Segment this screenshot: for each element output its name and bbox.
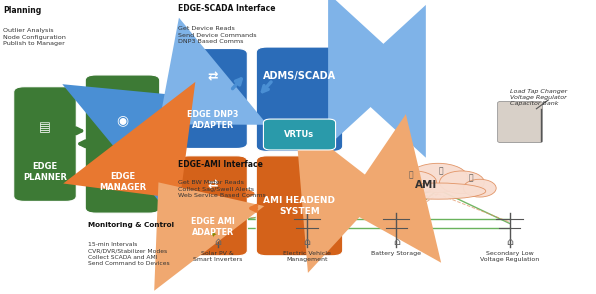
Text: Get BW Meter Reads
Collect Sag/Swell Alerts
Web Service Based Comms: Get BW Meter Reads Collect Sag/Swell Ale… bbox=[178, 180, 265, 198]
Text: Solar PV &
Smart Inverters: Solar PV & Smart Inverters bbox=[193, 251, 242, 262]
Text: ⌚: ⌚ bbox=[468, 173, 473, 182]
Text: ◉: ◉ bbox=[116, 113, 129, 127]
Text: EDGE
MANAGER: EDGE MANAGER bbox=[99, 172, 146, 192]
Text: ⇄: ⇄ bbox=[208, 71, 218, 84]
Text: ▤: ▤ bbox=[39, 121, 51, 134]
Text: Planning: Planning bbox=[3, 6, 41, 15]
Text: Load Tap Changer
Voltage Regulator
Capacitor Bank: Load Tap Changer Voltage Regulator Capac… bbox=[510, 89, 567, 106]
Text: ⌚: ⌚ bbox=[439, 166, 443, 175]
Text: Outlier Analysis
Node Configuration
Publish to Manager: Outlier Analysis Node Configuration Publ… bbox=[3, 28, 66, 46]
FancyBboxPatch shape bbox=[14, 87, 76, 201]
Text: 15-min Intervals
CVR/DVR/Stabilizer Modes
Collect SCADA and AMI
Send Command to : 15-min Intervals CVR/DVR/Stabilizer Mode… bbox=[88, 242, 170, 266]
FancyBboxPatch shape bbox=[256, 156, 343, 256]
Ellipse shape bbox=[463, 179, 496, 197]
FancyBboxPatch shape bbox=[256, 47, 343, 151]
Text: Get Device Reads
Send Device Commands
DNP3 Based Comms: Get Device Reads Send Device Commands DN… bbox=[178, 26, 256, 44]
Text: EDGE-SCADA Interface: EDGE-SCADA Interface bbox=[178, 4, 275, 14]
Text: EDGE DNP3
ADAPTER: EDGE DNP3 ADAPTER bbox=[187, 110, 239, 130]
Text: ✦: ✦ bbox=[209, 229, 216, 238]
Text: ⌂: ⌂ bbox=[393, 237, 400, 247]
Text: AMI: AMI bbox=[415, 180, 437, 190]
Text: EDGE AMI
ADAPTER: EDGE AMI ADAPTER bbox=[191, 217, 235, 237]
Ellipse shape bbox=[390, 183, 486, 199]
FancyBboxPatch shape bbox=[179, 156, 247, 256]
Text: AMI HEADEND
SYSTEM: AMI HEADEND SYSTEM bbox=[263, 196, 336, 216]
Text: EDGE
PLANNER: EDGE PLANNER bbox=[23, 162, 67, 182]
Ellipse shape bbox=[380, 179, 412, 197]
Text: VRTUs: VRTUs bbox=[284, 130, 315, 139]
Text: EDGE-AMI Interface: EDGE-AMI Interface bbox=[178, 160, 262, 169]
Text: ⌂: ⌂ bbox=[214, 237, 221, 247]
Text: Battery Storage: Battery Storage bbox=[371, 251, 421, 256]
Text: Secondary Low
Voltage Regulation: Secondary Low Voltage Regulation bbox=[480, 251, 539, 262]
Text: ⇄: ⇄ bbox=[208, 178, 218, 191]
Ellipse shape bbox=[408, 163, 468, 193]
Ellipse shape bbox=[440, 171, 485, 194]
FancyBboxPatch shape bbox=[263, 119, 336, 150]
Text: ⌂: ⌂ bbox=[506, 237, 513, 247]
Text: ⌚: ⌚ bbox=[409, 171, 414, 179]
Ellipse shape bbox=[392, 171, 436, 194]
FancyBboxPatch shape bbox=[498, 101, 542, 143]
FancyBboxPatch shape bbox=[85, 75, 160, 213]
Text: ⌂: ⌂ bbox=[303, 237, 311, 247]
Text: ADMS/SCADA: ADMS/SCADA bbox=[263, 71, 336, 81]
Text: Electric Vehicle
Management: Electric Vehicle Management bbox=[283, 251, 331, 262]
FancyBboxPatch shape bbox=[179, 49, 247, 148]
Text: Monitoring & Control: Monitoring & Control bbox=[88, 222, 174, 228]
